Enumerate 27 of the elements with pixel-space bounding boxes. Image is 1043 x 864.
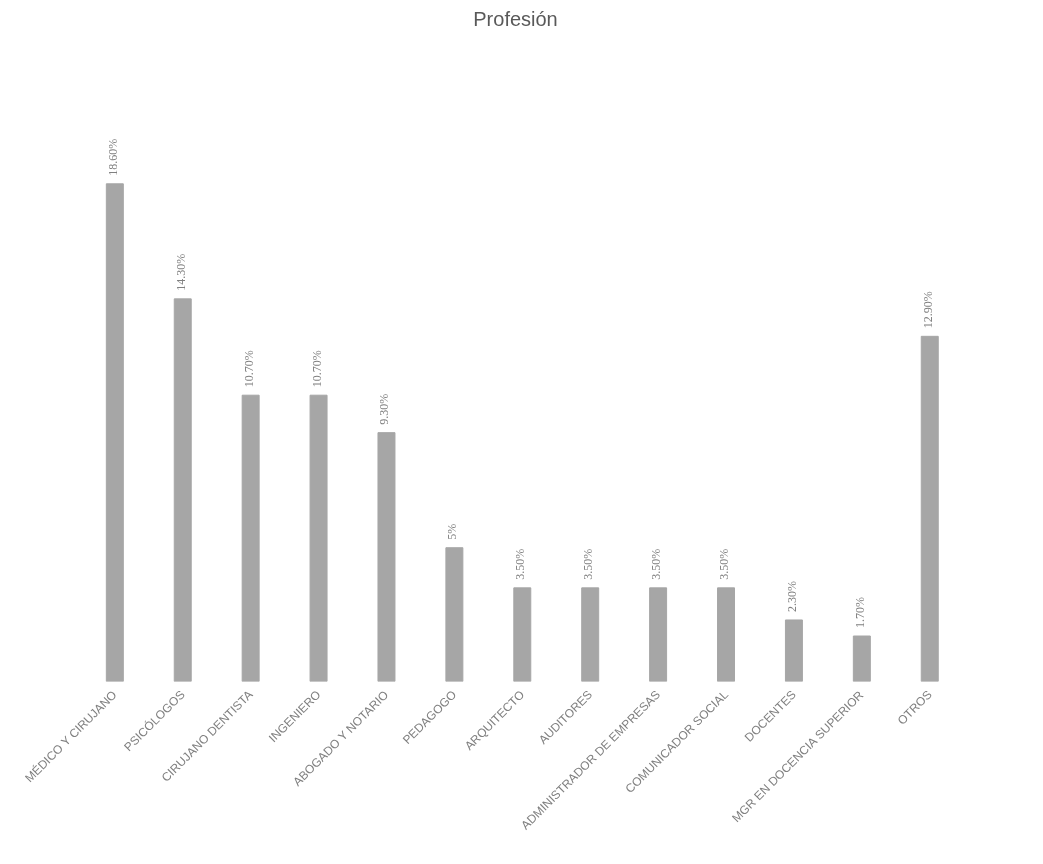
bar [445,547,464,682]
data-label: 3.50% [649,548,664,580]
data-label: 3.50% [513,548,528,580]
data-label: 10.70% [241,350,256,388]
bar [173,298,192,682]
bar [513,587,532,682]
bar [649,587,668,682]
bar [784,619,803,682]
bar [309,394,328,682]
bar [920,335,939,682]
data-label: 9.30% [377,393,392,425]
bar [852,635,871,682]
data-label: 3.50% [581,548,596,580]
chart-title: Profesión [473,7,558,30]
data-label: 3.50% [717,548,732,580]
data-label: 10.70% [309,350,324,388]
data-label: 5% [445,523,460,540]
bar [717,587,736,682]
data-label: 2.30% [784,580,799,612]
bar [105,183,124,682]
bar [581,587,600,682]
data-label: 1.70% [852,597,867,629]
data-label: 14.30% [173,253,188,291]
bar [377,432,396,682]
data-label: 18.60% [105,138,120,176]
data-label: 12.90% [920,291,935,329]
bar [241,394,260,682]
